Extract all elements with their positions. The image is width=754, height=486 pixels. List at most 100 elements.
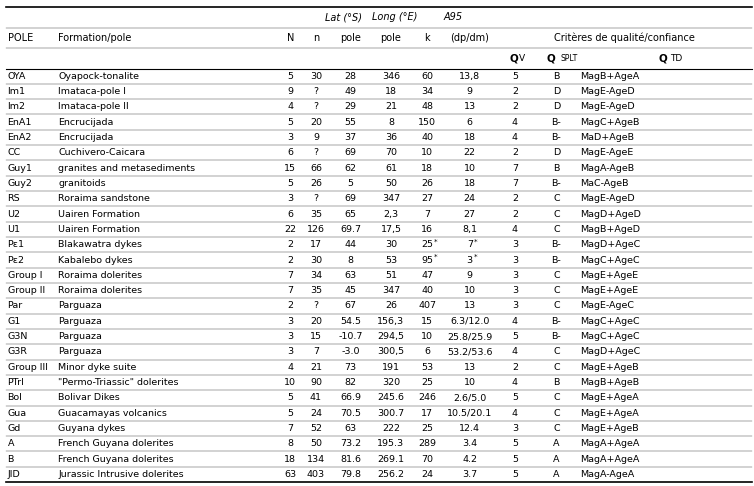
Text: 54.5: 54.5 — [340, 317, 361, 326]
Text: Pε2: Pε2 — [8, 256, 25, 264]
Text: 2: 2 — [512, 148, 518, 157]
Text: MagE+AgeA: MagE+AgeA — [581, 393, 639, 402]
Text: 9: 9 — [467, 271, 473, 280]
Text: N: N — [287, 33, 294, 43]
Text: B-: B- — [552, 240, 561, 249]
Text: MagB+AgeD: MagB+AgeD — [581, 225, 641, 234]
Text: 60: 60 — [421, 71, 433, 81]
Text: 17: 17 — [421, 409, 433, 417]
Text: 3: 3 — [287, 347, 293, 356]
Text: 5: 5 — [512, 393, 518, 402]
Text: 300,5: 300,5 — [378, 347, 404, 356]
Text: Gua: Gua — [8, 409, 26, 417]
Text: MagD+AgeC: MagD+AgeC — [581, 347, 641, 356]
Text: 9: 9 — [467, 87, 473, 96]
Text: 2: 2 — [287, 301, 293, 311]
Text: C: C — [553, 409, 559, 417]
Text: Bol: Bol — [8, 393, 23, 402]
Text: pole: pole — [381, 33, 401, 43]
Text: EnA1: EnA1 — [8, 118, 32, 127]
Text: 82: 82 — [345, 378, 357, 387]
Text: 13: 13 — [464, 103, 476, 111]
Text: 21: 21 — [385, 103, 397, 111]
Text: French Guyana dolerites: French Guyana dolerites — [58, 454, 173, 464]
Text: MagE-AgeD: MagE-AgeD — [581, 194, 635, 203]
Text: Group III: Group III — [8, 363, 48, 372]
Text: 3: 3 — [512, 424, 518, 433]
Text: V: V — [520, 54, 526, 63]
Text: MagE+AgeE: MagE+AgeE — [581, 286, 639, 295]
Text: 403: 403 — [307, 470, 325, 479]
Text: 50: 50 — [310, 439, 322, 448]
Text: Im2: Im2 — [8, 103, 26, 111]
Text: 4: 4 — [287, 103, 293, 111]
Text: 63: 63 — [345, 271, 357, 280]
Text: 3.7: 3.7 — [462, 470, 477, 479]
Text: 47: 47 — [421, 271, 433, 280]
Text: 22: 22 — [464, 148, 476, 157]
Text: 50: 50 — [385, 179, 397, 188]
Text: 53: 53 — [385, 256, 397, 264]
Text: Im1: Im1 — [8, 87, 26, 96]
Text: Uairen Formation: Uairen Formation — [58, 209, 140, 219]
Text: 289: 289 — [418, 439, 436, 448]
Text: Long (°E): Long (°E) — [372, 13, 418, 22]
Text: B: B — [8, 454, 14, 464]
Text: 126: 126 — [307, 225, 325, 234]
Text: 3: 3 — [287, 317, 293, 326]
Text: 256.2: 256.2 — [378, 470, 404, 479]
Text: Jurassic Intrusive dolerites: Jurassic Intrusive dolerites — [58, 470, 184, 479]
Text: 70: 70 — [421, 454, 433, 464]
Text: 17: 17 — [310, 240, 322, 249]
Text: MagD+AgeD: MagD+AgeD — [581, 209, 642, 219]
Text: 5: 5 — [287, 71, 293, 81]
Text: 10: 10 — [464, 378, 476, 387]
Text: 3: 3 — [287, 194, 293, 203]
Text: MaD+AgeB: MaD+AgeB — [581, 133, 635, 142]
Text: C: C — [553, 393, 559, 402]
Text: MagE-AgeC: MagE-AgeC — [581, 301, 635, 311]
Text: Oyapock-tonalite: Oyapock-tonalite — [58, 71, 139, 81]
Text: 45: 45 — [345, 286, 357, 295]
Text: A: A — [553, 439, 559, 448]
Text: MagD+AgeC: MagD+AgeC — [581, 240, 641, 249]
Text: 7: 7 — [512, 164, 518, 173]
Text: MagB+AgeA: MagB+AgeA — [581, 71, 640, 81]
Text: MagA+AgeA: MagA+AgeA — [581, 454, 640, 464]
Text: 34: 34 — [310, 271, 322, 280]
Text: Imataca-pole II: Imataca-pole II — [58, 103, 129, 111]
Text: Q: Q — [546, 53, 555, 63]
Text: pole: pole — [340, 33, 361, 43]
Text: 22: 22 — [284, 225, 296, 234]
Text: G1: G1 — [8, 317, 21, 326]
Text: 35: 35 — [310, 286, 322, 295]
Text: Pε1: Pε1 — [8, 240, 25, 249]
Text: 20: 20 — [310, 317, 322, 326]
Text: TD: TD — [670, 54, 682, 63]
Text: 18: 18 — [284, 454, 296, 464]
Text: A: A — [8, 439, 14, 448]
Text: MagC+AgeC: MagC+AgeC — [581, 332, 640, 341]
Text: 27: 27 — [421, 194, 433, 203]
Text: 95: 95 — [421, 256, 433, 264]
Text: Guyana dykes: Guyana dykes — [58, 424, 125, 433]
Text: MagC+AgeB: MagC+AgeB — [581, 118, 640, 127]
Text: 10: 10 — [464, 286, 476, 295]
Text: *: * — [434, 238, 437, 244]
Text: POLE: POLE — [8, 33, 32, 43]
Text: 7: 7 — [467, 240, 473, 249]
Text: granitoids: granitoids — [58, 179, 106, 188]
Text: 30: 30 — [385, 240, 397, 249]
Text: Roraima sandstone: Roraima sandstone — [58, 194, 150, 203]
Text: 2: 2 — [512, 363, 518, 372]
Text: 4: 4 — [512, 378, 518, 387]
Text: C: C — [553, 271, 559, 280]
Text: 5: 5 — [512, 470, 518, 479]
Text: Q: Q — [658, 53, 667, 63]
Text: MagB+AgeB: MagB+AgeB — [581, 378, 639, 387]
Text: 3: 3 — [512, 271, 518, 280]
Text: 18: 18 — [421, 164, 433, 173]
Text: MagE+AgeA: MagE+AgeA — [581, 409, 639, 417]
Text: 15: 15 — [421, 317, 433, 326]
Text: 18: 18 — [464, 179, 476, 188]
